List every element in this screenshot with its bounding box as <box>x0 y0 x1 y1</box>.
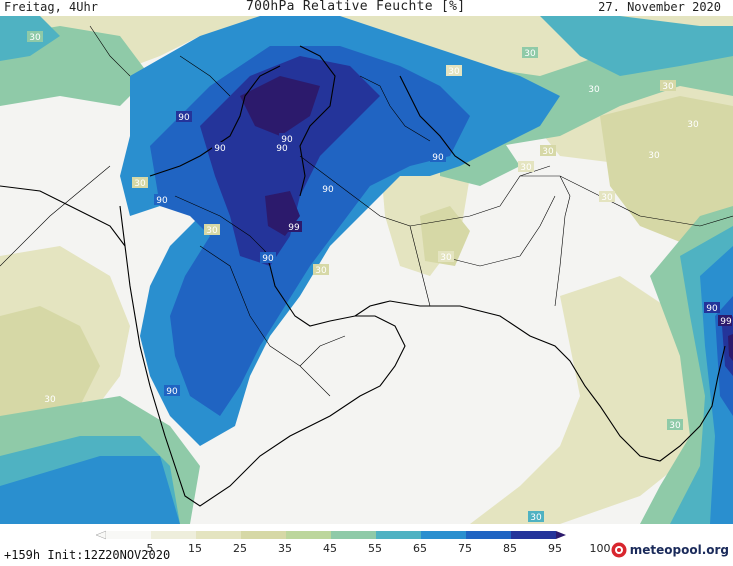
colorbar-swatch <box>286 531 331 539</box>
svg-text:90: 90 <box>281 135 293 145</box>
colorbar-tick-label: 25 <box>233 542 247 555</box>
contour-label-90: 90 <box>704 302 720 314</box>
contour-label-30: 30 <box>646 149 662 161</box>
run-info: +159h Init:12Z20NOV2020 <box>4 548 171 562</box>
svg-text:30: 30 <box>134 179 146 189</box>
svg-text:30: 30 <box>542 147 554 157</box>
contour-label-30: 30 <box>586 83 602 95</box>
brand[interactable]: meteopool.org <box>611 542 729 558</box>
colorbar <box>95 529 578 548</box>
colorbar-swatch <box>511 531 556 539</box>
colorbar-tick-label: 75 <box>458 542 472 555</box>
colorbar-tick-label: 55 <box>368 542 382 555</box>
colorbar-min-arrow <box>95 530 107 540</box>
coastlines <box>0 45 726 507</box>
map-header: Freitag, 4Uhr 700hPa Relative Feuchte [%… <box>0 0 733 16</box>
contour-label-30: 30 <box>667 419 683 431</box>
map-canvas: 30 30 30 30 30 30 30 30 30 30 30 30 30 3… <box>0 16 733 524</box>
contour-labels: 30 30 30 30 30 30 30 30 30 30 30 30 30 3… <box>27 31 732 523</box>
colorbar-max-arrow <box>556 531 566 539</box>
contour-label-30: 30 <box>522 47 538 59</box>
svg-text:90: 90 <box>262 254 274 264</box>
colorbar-swatch <box>151 531 196 539</box>
country-borders <box>0 25 733 397</box>
contour-label-90: 90 <box>320 183 336 195</box>
svg-text:30: 30 <box>524 49 536 59</box>
colorbar-tick-label: 5 <box>146 542 154 555</box>
colorbar-swatch <box>376 531 421 539</box>
colorbar-swatch <box>106 531 151 539</box>
colorbar-tick-label: 85 <box>503 542 517 555</box>
contour-label-90: 90 <box>279 133 295 145</box>
forecast-time: Freitag, 4Uhr <box>4 0 98 14</box>
svg-text:30: 30 <box>648 151 660 161</box>
colorbar-svg <box>95 530 566 540</box>
contour-label-90: 90 <box>274 142 290 154</box>
map-title: 700hPa Relative Feuchte [%] <box>246 0 466 14</box>
svg-text:30: 30 <box>601 193 613 203</box>
contour-label-30: 30 <box>42 393 58 405</box>
humidity-map: 30 30 30 30 30 30 30 30 30 30 30 30 30 3… <box>0 16 733 524</box>
colorbar-tick-label: 100 <box>589 542 611 555</box>
contour-label-99: 99 <box>718 315 732 327</box>
colorbar-swatch <box>196 531 241 539</box>
contour-label-90: 90 <box>430 151 446 163</box>
svg-text:90: 90 <box>166 387 178 397</box>
svg-text:30: 30 <box>29 33 41 43</box>
contour-label-30: 30 <box>446 65 462 77</box>
svg-text:30: 30 <box>588 85 600 95</box>
contour-label-30: 30 <box>518 161 534 173</box>
svg-text:90: 90 <box>432 153 444 163</box>
svg-text:30: 30 <box>520 163 532 173</box>
brand-name: meteopool.org <box>629 543 729 557</box>
colorbar-swatch <box>466 531 511 539</box>
contour-label-30: 30 <box>313 264 329 276</box>
contour-label-30: 30 <box>660 80 676 92</box>
contour-label-30: 30 <box>685 118 701 130</box>
contour-label-90: 90 <box>212 142 228 154</box>
colorbar-tick-label: 35 <box>278 542 292 555</box>
svg-text:30: 30 <box>440 253 452 263</box>
contour-label-90: 90 <box>260 252 276 264</box>
svg-text:30: 30 <box>669 421 681 431</box>
svg-text:99: 99 <box>720 317 732 327</box>
colorbar-swatch <box>421 531 466 539</box>
svg-text:30: 30 <box>315 266 327 276</box>
svg-text:30: 30 <box>206 226 218 236</box>
contour-label-30: 30 <box>132 177 148 189</box>
contour-label-30: 30 <box>599 191 615 203</box>
colorbar-tick-label: 45 <box>323 542 337 555</box>
svg-text:90: 90 <box>322 185 334 195</box>
colorbar-tick-label: 15 <box>188 542 202 555</box>
colorbar-swatch <box>241 531 286 539</box>
forecast-date: 27. November 2020 <box>598 0 721 14</box>
humidity-band-95 <box>200 56 733 376</box>
svg-text:90: 90 <box>156 196 168 206</box>
contour-label-30: 30 <box>27 31 43 43</box>
contour-label-90: 90 <box>176 111 192 123</box>
contour-label-90: 90 <box>164 385 180 397</box>
contour-label-90: 90 <box>154 194 170 206</box>
contour-label-30: 30 <box>540 145 556 157</box>
svg-text:90: 90 <box>706 304 718 314</box>
svg-text:90: 90 <box>214 144 226 154</box>
svg-text:30: 30 <box>662 82 674 92</box>
svg-text:90: 90 <box>276 144 288 154</box>
meteopool-logo-icon <box>611 542 627 558</box>
contour-label-30: 30 <box>204 224 220 236</box>
contour-label-30: 30 <box>528 511 544 523</box>
svg-text:99: 99 <box>288 223 300 233</box>
contour-label-30: 30 <box>438 251 454 263</box>
colorbar-tick-label: 65 <box>413 542 427 555</box>
contour-label-99: 99 <box>286 221 302 233</box>
svg-text:30: 30 <box>448 67 460 77</box>
svg-text:30: 30 <box>530 513 542 523</box>
humidity-band-35 <box>0 96 733 426</box>
svg-text:90: 90 <box>178 113 190 123</box>
colorbar-swatch <box>331 531 376 539</box>
map-footer: 5 15 25 35 45 55 65 75 85 95 100 +159h Init:12Z20N… <box>0 524 733 566</box>
svg-text:30: 30 <box>687 120 699 130</box>
colorbar-tick-label: 95 <box>548 542 562 555</box>
svg-text:30: 30 <box>44 395 56 405</box>
